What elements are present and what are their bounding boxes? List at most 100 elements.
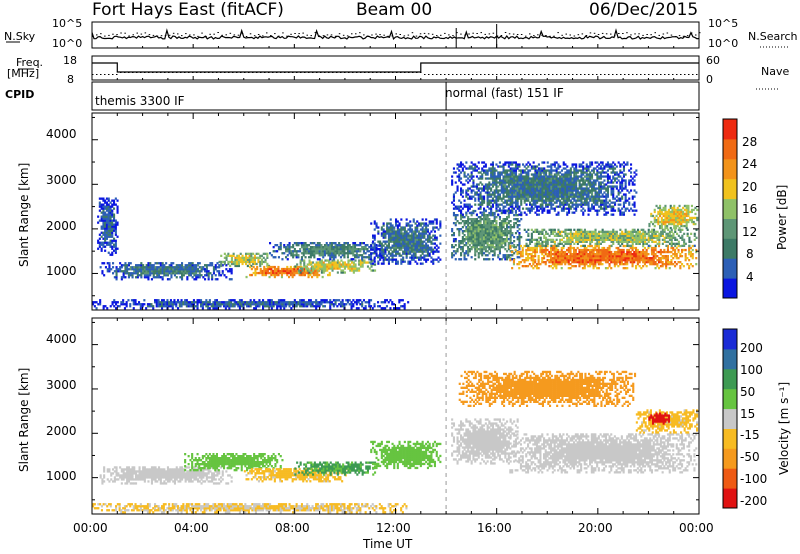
power-cell: [314, 271, 317, 275]
power-cell: [361, 301, 364, 304]
power-cell: [275, 271, 278, 275]
power-cell: [596, 253, 599, 256]
power-cell: [323, 252, 326, 255]
power-cell: [293, 267, 296, 271]
power-cell: [405, 254, 408, 257]
power-cell: [129, 262, 132, 265]
power-cell: [320, 244, 323, 247]
power-cell: [322, 299, 325, 302]
power-cell: [460, 258, 463, 261]
power-cell: [470, 218, 473, 221]
power-cell: [486, 234, 489, 237]
power-cell: [479, 193, 482, 196]
power-cell: [288, 303, 291, 306]
power-cell: [412, 220, 415, 223]
power-cell: [687, 220, 690, 224]
power-cell: [472, 167, 475, 170]
power-cell: [418, 240, 421, 243]
power-cell: [335, 267, 338, 270]
power-cell: [490, 226, 493, 229]
power-cell: [511, 226, 514, 229]
power-cell: [393, 246, 396, 249]
power-cell: [498, 179, 501, 182]
power-cell: [395, 246, 398, 249]
power-cell: [359, 303, 362, 306]
power-cell: [329, 267, 332, 270]
power-cell: [653, 216, 656, 220]
power-cell: [461, 213, 464, 216]
power-cell: [557, 228, 560, 231]
power-cell: [332, 303, 335, 306]
power-cell: [506, 187, 509, 190]
power-cell: [663, 228, 666, 231]
power-cell: [483, 226, 486, 229]
power-cell: [622, 267, 625, 270]
power-cell: [546, 240, 549, 243]
power-cell: [103, 262, 106, 265]
power-cell: [468, 203, 471, 206]
power-cell: [159, 268, 162, 271]
power-cell: [606, 230, 609, 233]
power-cell: [506, 234, 509, 237]
power-cell: [569, 248, 572, 252]
power-cell: [426, 254, 429, 257]
power-cell: [569, 230, 572, 233]
power-cell: [107, 199, 110, 202]
power-cell: [171, 301, 174, 304]
power-cell: [491, 183, 494, 186]
power-cell: [177, 307, 180, 310]
power-cell: [426, 246, 429, 249]
power-cell: [587, 259, 590, 262]
power-cell: [463, 240, 466, 243]
power-cell: [316, 246, 319, 249]
power-cell: [407, 248, 410, 251]
power-cell: [500, 197, 503, 200]
power-cell: [582, 232, 585, 235]
power-cell: [516, 253, 519, 256]
power-cell: [583, 248, 586, 252]
power-cell: [511, 250, 514, 254]
power-cell: [635, 255, 638, 258]
power-cell: [400, 262, 403, 265]
power-cell: [345, 299, 348, 302]
power-cell: [690, 240, 693, 243]
power-cell: [550, 253, 553, 256]
power-cell: [589, 240, 592, 243]
power-cell: [107, 221, 110, 224]
power-cell: [410, 224, 413, 227]
power-cell: [615, 261, 618, 264]
power-cell: [114, 197, 117, 200]
power-cell: [498, 244, 501, 247]
power-cell: [463, 183, 466, 186]
power-cell: [640, 228, 643, 231]
power-cell: [315, 301, 318, 304]
power-cell: [675, 253, 678, 256]
power-cell: [276, 301, 279, 304]
power-cell: [252, 256, 255, 259]
power-cell: [578, 236, 581, 239]
power-cell: [387, 226, 390, 229]
power-cell: [363, 261, 366, 264]
power-cell: [636, 261, 639, 264]
power-cell: [143, 270, 146, 273]
power-cell: [113, 237, 116, 240]
power-cell: [252, 265, 255, 269]
power-cell: [100, 207, 103, 210]
power-cell: [484, 236, 487, 239]
power-cell: [111, 303, 114, 306]
power-cell: [629, 261, 632, 264]
power-cell: [242, 301, 245, 304]
power-cell: [477, 183, 480, 186]
power-cell: [484, 242, 487, 245]
power-cell: [281, 252, 284, 255]
power-cell: [454, 191, 457, 194]
power-cell: [484, 246, 487, 249]
power-cell: [370, 248, 373, 251]
power-cell: [223, 274, 226, 277]
power-cell: [500, 258, 503, 261]
power-cell: [256, 305, 259, 308]
power-cell: [608, 248, 611, 252]
power-cell: [277, 265, 280, 269]
power-cell: [124, 264, 127, 267]
power-cell: [313, 265, 316, 268]
